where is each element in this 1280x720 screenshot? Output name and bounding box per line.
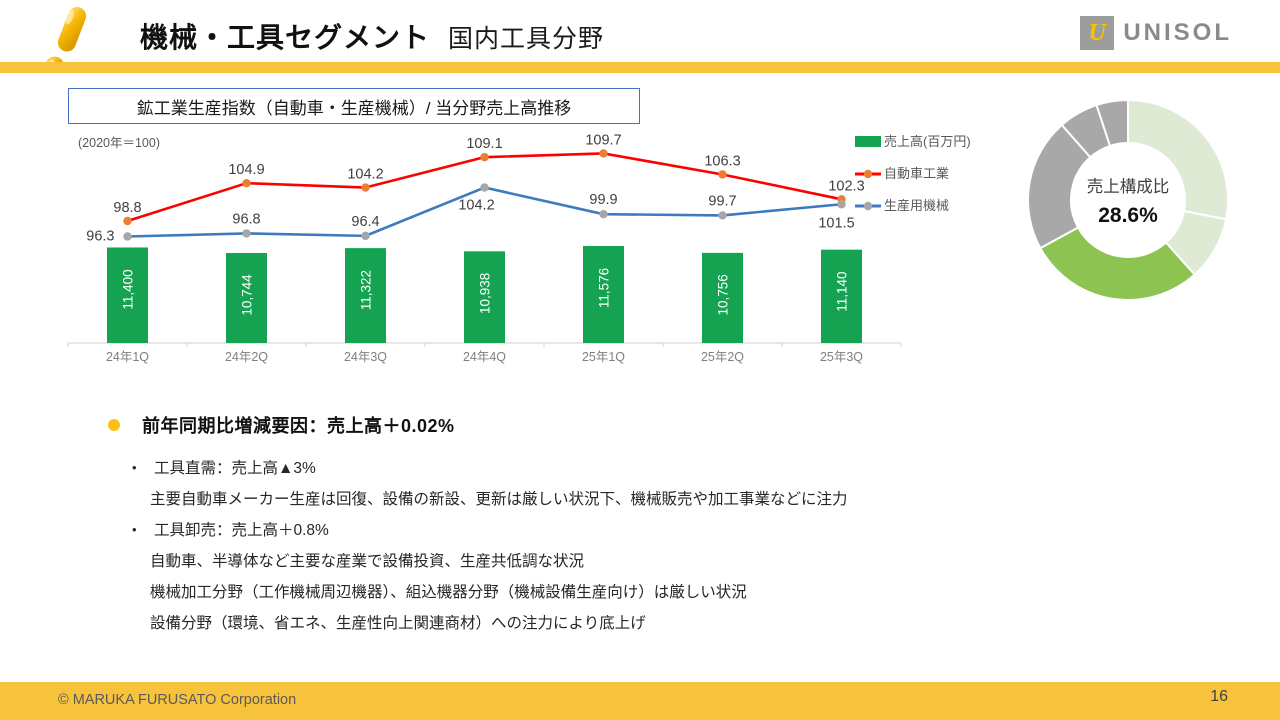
company-logo: U UNISOL <box>1080 16 1232 50</box>
line-value-label: 104.2 <box>458 198 494 214</box>
page-number: 16 <box>1210 688 1228 705</box>
sales-bar <box>702 252 743 343</box>
x-axis-label: 25年1Q <box>582 350 625 364</box>
combo-chart: (2020年＝100) 11,400 24年1Q 10,744 24年2Q 11,322 2… <box>60 120 1020 375</box>
factor-item-text: 設備分野（環境、省エネ、生産性向上関連商材）への注力により底上げ <box>150 615 646 632</box>
slide-header: 機械・工具セグメント 国内工具分野 U UNISOL <box>0 0 1280 73</box>
line-marker <box>123 216 132 226</box>
x-axis-label: 24年4Q <box>463 350 506 364</box>
factor-item-text: 自動車、半導体など主要な産業で設備投資、生産共低調な状況 <box>150 553 585 570</box>
x-axis-label: 24年2Q <box>225 350 268 364</box>
bar-value-label: 10,744 <box>240 274 255 316</box>
line-marker <box>718 170 727 179</box>
combo-chart-svg: (2020年＝100) 11,400 24年1Q 10,744 24年2Q 11,322 2… <box>67 132 971 364</box>
bar-value-label: 10,756 <box>716 274 731 315</box>
sales-bar <box>583 246 624 343</box>
donut-slice <box>1095 99 1129 147</box>
line-value-label: 96.4 <box>351 214 379 230</box>
line-value-label: 99.9 <box>589 192 617 208</box>
x-axis-label: 24年3Q <box>344 350 387 364</box>
line-value-label: 96.8 <box>232 211 260 227</box>
line-marker <box>718 211 727 220</box>
factor-item: 主要自動車メーカー生産は回復、設備の新設、更新は厳しい状況下、機械販売や加工事業… <box>150 487 848 509</box>
axis-note: (2020年＝100) <box>78 136 160 150</box>
line-value-label: 101.5 <box>818 215 854 231</box>
page-title: 機械・工具セグメント 国内工具分野 <box>140 16 604 56</box>
donut-center-label: 売上構成比 <box>1087 177 1170 196</box>
donut-slice-highlight <box>1039 226 1196 301</box>
factor-item: • 工具直需：売上高▲3% <box>132 456 316 478</box>
bar-value-label: 11,140 <box>835 272 850 312</box>
unisol-logo-icon: U <box>1080 16 1115 50</box>
line-value-label: 104.2 <box>347 167 383 183</box>
legend-label: 売上高(百万円) <box>884 134 971 149</box>
factor-item-text: 主要自動車メーカー生産は回復、設備の新設、更新は厳しい状況下、機械販売や加工事業… <box>150 491 848 508</box>
bar-value-label: 11,576 <box>597 268 612 308</box>
line-value-label: 104.9 <box>228 162 264 178</box>
factor-item: 設備分野（環境、省エネ、生産性向上関連商材）への注力により底上げ <box>150 611 646 633</box>
sub-bullet-icon: • <box>132 522 137 537</box>
line-value-label: 102.3 <box>828 178 864 194</box>
legend-marker <box>863 169 873 179</box>
page-title-subsegment: 国内工具分野 <box>448 25 605 53</box>
unisol-logo-text: UNISOL <box>1123 19 1232 46</box>
sub-bullet-icon: • <box>132 460 137 475</box>
line-value-label: 106.3 <box>704 154 740 170</box>
line-marker <box>242 229 251 238</box>
bar-value-label: 10,938 <box>478 273 493 314</box>
line-marker <box>480 152 489 162</box>
factors-heading: 前年同期比増減要因：売上高＋0.02% <box>108 412 455 438</box>
donut-center-value: 28.6% <box>1098 204 1158 227</box>
line-marker <box>599 209 608 219</box>
x-axis-label: 25年3Q <box>820 350 863 364</box>
x-axis-label: 24年1Q <box>106 350 149 364</box>
donut-slice <box>1127 99 1229 221</box>
line-value-label: 109.7 <box>585 132 621 148</box>
legend-marker <box>863 201 873 211</box>
header-accent-bar <box>0 62 1280 73</box>
factor-item-text: 工具卸売：売上高＋0.8% <box>154 522 329 539</box>
factor-item: 自動車、半導体など主要な産業で設備投資、生産共低調な状況 <box>150 549 584 571</box>
sales-bar <box>345 248 386 343</box>
line-marker <box>123 232 132 241</box>
legend-label: 自動車工業 <box>884 166 949 181</box>
line-value-label: 99.7 <box>708 193 736 209</box>
legend-label: 生産用機械 <box>884 198 949 213</box>
factors-heading-text: 前年同期比増減要因：売上高＋0.02% <box>142 416 455 436</box>
factor-item-text: 工具直需：売上高▲3% <box>154 460 316 477</box>
sales-bar <box>226 252 267 343</box>
chart-title-box: 鉱工業生産指数（自動車・生産機械）/ 当分野売上高推移 <box>68 88 640 124</box>
factor-item: • 工具卸売：売上高＋0.8% <box>132 518 329 540</box>
line-marker <box>361 183 370 192</box>
sales-bar <box>107 247 148 343</box>
line-value-label: 98.8 <box>113 200 141 216</box>
sales-composition-donut-chart: 売上構成比 28.6% <box>1018 90 1238 310</box>
line-value-label: 109.1 <box>466 136 502 152</box>
donut-chart-svg: 売上構成比 28.6% <box>1027 99 1229 301</box>
line-marker <box>361 231 370 241</box>
line-marker <box>599 149 608 158</box>
line-value-label: 96.3 <box>86 229 114 245</box>
line-marker <box>242 178 251 188</box>
sales-bar <box>464 251 505 343</box>
factor-item: 機械加工分野（工作機械周辺機器）、組込機器分野（機械設備生産向け）は厳しい状況 <box>150 580 747 602</box>
bar-value-label: 11,400 <box>121 269 136 309</box>
legend-bar-swatch <box>855 136 881 147</box>
bar-value-label: 11,322 <box>359 270 374 310</box>
yellow-bullet-icon <box>108 419 120 431</box>
footer-copyright: © MARUKA FURUSATO Corporation <box>58 692 297 708</box>
page-title-segment: 機械・工具セグメント <box>140 22 431 53</box>
line-marker <box>480 183 489 192</box>
factor-item-text: 機械加工分野（工作機械周辺機器）、組込機器分野（機械設備生産向け）は厳しい状況 <box>150 584 747 601</box>
sales-bar <box>821 249 862 343</box>
line-marker <box>837 200 846 209</box>
x-axis-label: 25年2Q <box>701 350 744 364</box>
footer-bar <box>0 682 1280 720</box>
